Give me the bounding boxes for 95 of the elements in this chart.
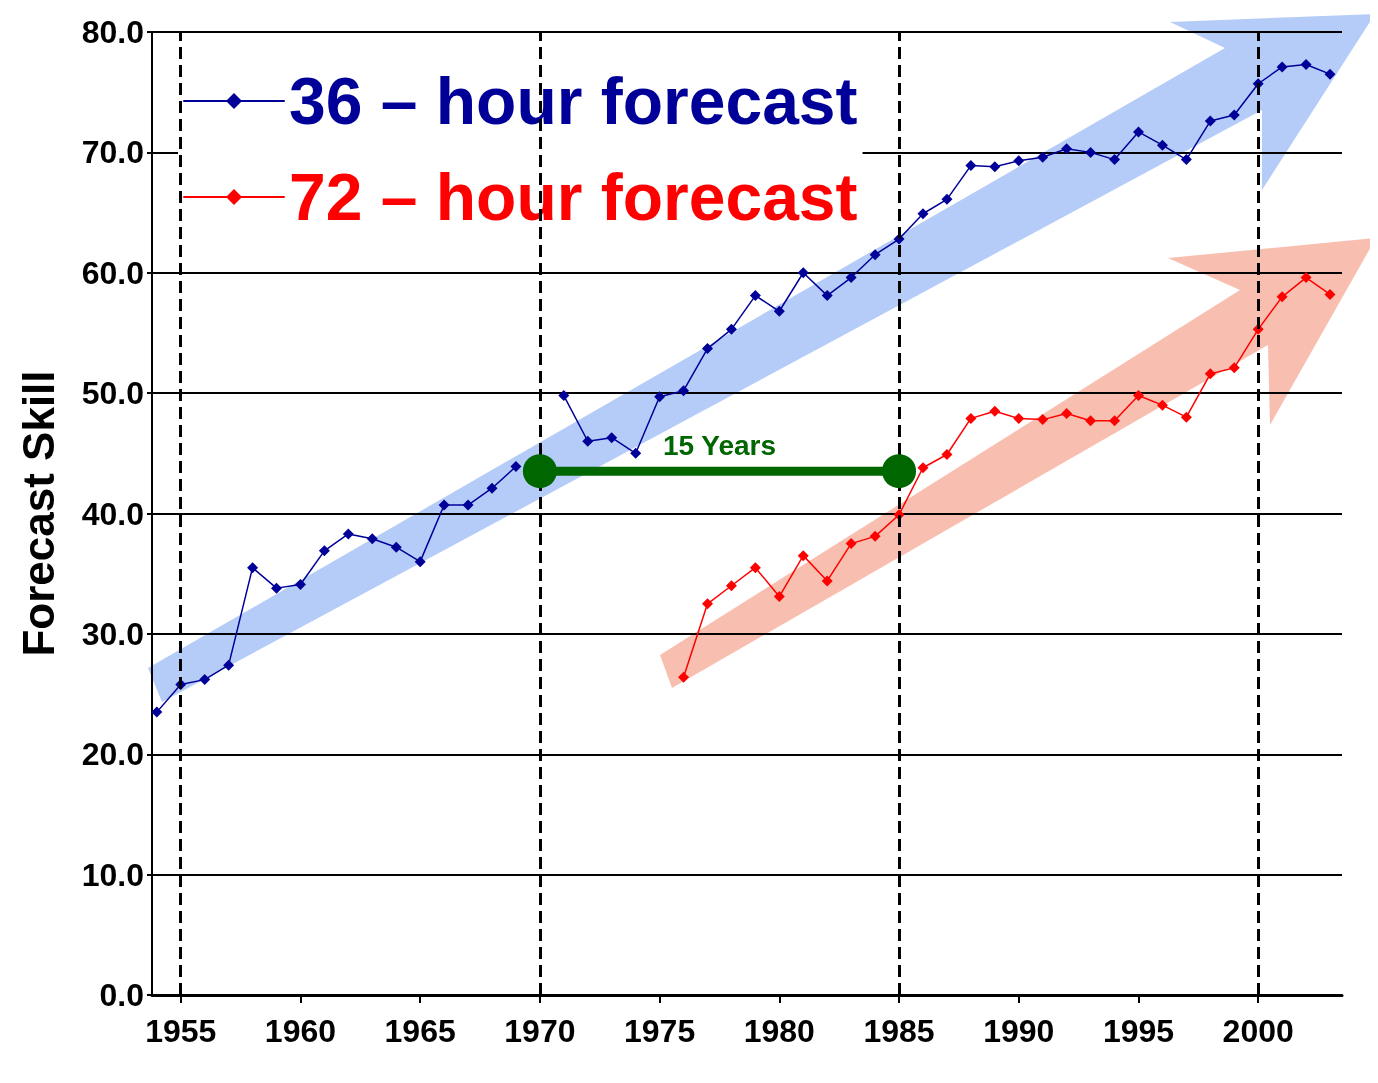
point [725, 580, 737, 592]
point [1324, 68, 1336, 80]
point [773, 591, 785, 603]
point [821, 290, 833, 302]
point [701, 598, 713, 610]
point [318, 545, 330, 557]
point [1085, 146, 1097, 158]
point [797, 267, 809, 279]
point [1300, 272, 1312, 284]
point [845, 538, 857, 550]
point [869, 530, 881, 542]
x-tick-label: 1985 [863, 1013, 935, 1049]
point [1204, 115, 1216, 127]
point [1156, 399, 1168, 411]
point [462, 499, 474, 511]
point [1324, 288, 1336, 300]
point [1180, 411, 1192, 423]
x-tick-label: 1990 [983, 1013, 1055, 1049]
point [582, 435, 594, 447]
point [821, 575, 833, 587]
point [1109, 154, 1121, 166]
x-tick-label: 1980 [743, 1013, 815, 1049]
point [773, 305, 785, 317]
point [1132, 126, 1144, 138]
point [749, 290, 761, 302]
point [606, 432, 618, 444]
y-tick-label: 70.0 [81, 134, 144, 171]
y-axis-title: Forecast Skill [13, 370, 63, 657]
point [486, 482, 498, 494]
point [1228, 109, 1240, 121]
point [414, 556, 426, 568]
x-tick-label: 1955 [145, 1013, 217, 1049]
point [1037, 414, 1049, 426]
point [1156, 139, 1168, 151]
point [1228, 362, 1240, 374]
point [701, 343, 713, 355]
point [1276, 291, 1288, 303]
legend-label: 36 – hour forecast [289, 64, 858, 138]
point [1180, 154, 1192, 166]
point [390, 541, 402, 553]
point [1109, 415, 1121, 427]
point [917, 462, 929, 474]
point [678, 385, 690, 397]
point [271, 582, 283, 594]
point [247, 562, 259, 574]
point [366, 533, 378, 545]
point [989, 405, 1001, 417]
point [654, 391, 666, 403]
point [510, 461, 522, 473]
point [869, 249, 881, 261]
point [1013, 155, 1025, 167]
legend-label: 72 – hour forecast [289, 160, 858, 234]
point [917, 208, 929, 220]
y-tick-label: 30.0 [81, 615, 144, 652]
point [1276, 61, 1288, 73]
x-tick-label: 1970 [504, 1013, 576, 1049]
point [797, 550, 809, 562]
point [558, 390, 570, 402]
y-tick-label: 50.0 [81, 375, 144, 412]
point [342, 528, 354, 540]
point [965, 160, 977, 172]
x-tick-label: 1965 [384, 1013, 456, 1049]
x-tick-label: 1960 [264, 1013, 337, 1049]
y-tick-label: 40.0 [81, 495, 144, 532]
point [1061, 143, 1073, 155]
point [438, 499, 450, 511]
point [1061, 408, 1073, 420]
x-tick-label: 1975 [624, 1013, 696, 1049]
point [1085, 415, 1097, 427]
point [1013, 412, 1025, 424]
annotation: 15 Years [662, 429, 777, 461]
point [989, 161, 1001, 173]
y-tick-label: 80.0 [81, 14, 144, 50]
point [845, 272, 857, 284]
point [1300, 59, 1312, 70]
point [630, 447, 642, 459]
point [199, 674, 211, 686]
x-tick-label: 2000 [1222, 1013, 1294, 1049]
point [151, 706, 163, 718]
point [941, 449, 953, 461]
point [965, 412, 977, 424]
point [294, 579, 306, 591]
point [749, 562, 761, 574]
point [1132, 390, 1144, 402]
point [725, 323, 737, 335]
y-tick-label: 60.0 [81, 254, 144, 291]
point [1037, 151, 1049, 163]
y-tick-label: 20.0 [81, 736, 144, 773]
point [1204, 368, 1216, 380]
point [223, 659, 235, 671]
x-tick-label: 1995 [1102, 1013, 1175, 1049]
y-tick-label: 0.0 [99, 977, 144, 1013]
y-tick-label: 10.0 [81, 856, 144, 893]
point [678, 671, 690, 683]
point [941, 193, 953, 205]
